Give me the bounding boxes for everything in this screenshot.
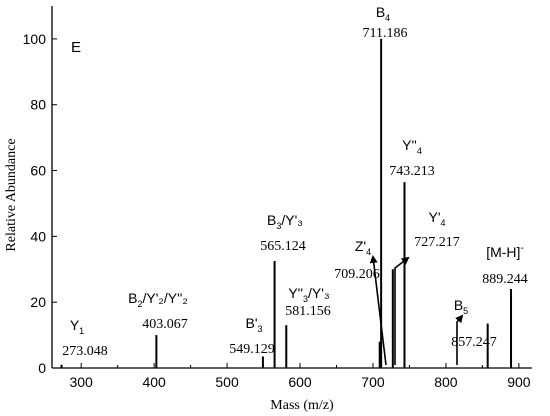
ion-name: Y'': [402, 137, 417, 153]
peak-mass-label: 565.124: [260, 239, 306, 254]
ion-label: Y''3/Y'₃: [288, 285, 329, 304]
ion-name: B': [245, 315, 257, 331]
ion-subscript: 3: [303, 294, 308, 304]
x-tick-label: 600: [288, 374, 312, 390]
y-tick-label: 100: [23, 31, 47, 47]
ion-name: Y'': [288, 285, 303, 301]
axes: 0 20 40 60 80 100 300 400 500 600 700 800 900: [23, 6, 532, 390]
ion-label: Y''4: [402, 137, 422, 156]
panel-label: E: [71, 39, 81, 56]
peak-mass-label: 727.217: [414, 235, 460, 250]
ion-subscript: 2: [137, 299, 142, 309]
x-tick-label: 400: [142, 374, 166, 390]
ion-name: Z': [355, 238, 366, 254]
ion-label: [M-H]-: [486, 243, 524, 260]
ion-subscript: 4: [441, 218, 446, 228]
ion-subscript: 4: [366, 247, 371, 257]
peak-mass-label: 403.067: [142, 317, 188, 332]
ion-subscript: 3: [276, 221, 281, 231]
peak-mass-label: 549.129: [229, 342, 275, 357]
arrow-b5: [455, 314, 464, 365]
ion-label: B4: [376, 4, 390, 23]
ion-subscript: 5: [463, 306, 468, 316]
ion-label: Z'4: [355, 238, 371, 257]
ion-label: B2/Y'₂/Y''₂: [128, 290, 188, 309]
peak-mass-label: 709.206: [334, 267, 380, 282]
y-axis-label: Relative Abundance: [4, 138, 19, 251]
ion-tail: /Y'₃: [308, 285, 330, 301]
y-tick-label: 60: [30, 163, 46, 179]
x-tick-label: 800: [434, 374, 458, 390]
arrow-z4: [369, 255, 387, 366]
y-tick-label: 40: [30, 228, 46, 244]
ion-label: Y'4: [428, 209, 445, 228]
ion-superscript: -: [520, 243, 523, 254]
peak-mass-label: 273.048: [62, 344, 108, 359]
y-tick-label: 20: [30, 294, 46, 310]
peaks: [60, 38, 513, 368]
peak-mass-label: 743.213: [389, 164, 435, 179]
ion-subscript: 1: [79, 326, 84, 336]
ion-name: Y: [70, 317, 80, 333]
x-tick-label: 500: [215, 374, 239, 390]
x-axis-label: Mass (m/z): [270, 398, 334, 413]
ion-subscript: 4: [417, 146, 422, 156]
peak-mass-label: 581.156: [285, 304, 331, 319]
ion-name: B: [128, 290, 137, 306]
ion-subscript: 3: [258, 324, 263, 334]
ion-name: B: [376, 4, 385, 20]
y-tick-label: 80: [30, 97, 46, 113]
arrow-y4: [394, 256, 410, 365]
ion-name: B: [267, 212, 276, 228]
peak-mass-label: 857.247: [451, 335, 497, 350]
ion-name: Y': [428, 209, 440, 225]
peak-mass-label: 711.186: [363, 26, 408, 41]
ion-label: Y1: [70, 317, 84, 336]
ion-label: B'3: [245, 315, 262, 334]
ion-label: B5: [454, 297, 468, 316]
ion-name: B: [454, 297, 463, 313]
ion-label: B3/Y'₃: [267, 212, 303, 231]
ion-subscript: 4: [385, 13, 390, 23]
annotation-arrows: [369, 255, 464, 366]
peak-mass-label: 889.244: [482, 272, 528, 287]
ion-tail: /Y'₂/Y''₂: [143, 290, 188, 306]
y-tick-label: 0: [38, 360, 46, 376]
ion-tail: /Y'₃: [281, 212, 303, 228]
ion-name: [M-H]: [486, 244, 520, 260]
x-tick-label: 300: [69, 374, 93, 390]
x-tick-label: 900: [507, 374, 531, 390]
x-tick-label: 700: [361, 374, 385, 390]
